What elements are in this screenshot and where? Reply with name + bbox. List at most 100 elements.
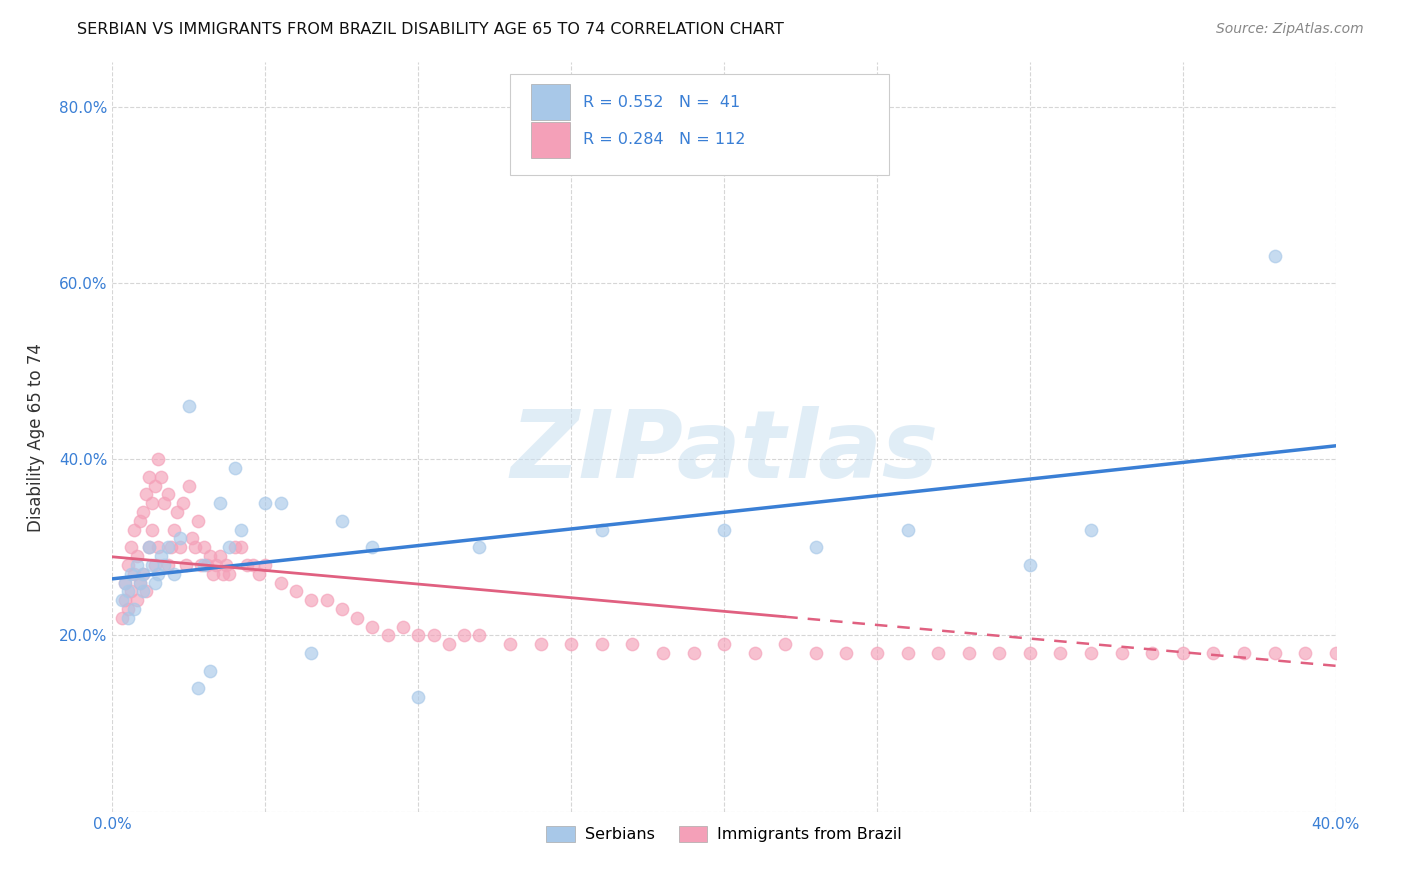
Point <box>143 558 166 572</box>
Point <box>1080 646 1102 660</box>
Point <box>468 541 491 555</box>
Point <box>713 523 735 537</box>
Bar <box>531 84 569 120</box>
Point <box>114 575 136 590</box>
Point <box>1264 646 1286 660</box>
Point <box>315 593 337 607</box>
Point <box>159 541 181 555</box>
Point <box>120 566 142 581</box>
Point <box>713 637 735 651</box>
Point <box>132 505 155 519</box>
Point <box>166 505 188 519</box>
Point <box>247 566 270 581</box>
Point <box>117 611 139 625</box>
Point <box>163 523 186 537</box>
Text: ZIPatlas: ZIPatlas <box>510 406 938 498</box>
Point <box>177 478 200 492</box>
Point <box>214 558 236 572</box>
Point <box>172 496 194 510</box>
Point <box>195 558 218 572</box>
Point <box>148 541 170 555</box>
Point <box>117 602 139 616</box>
Point <box>141 496 163 510</box>
Point <box>284 584 308 599</box>
Point <box>682 646 704 660</box>
Point <box>361 619 384 633</box>
Point <box>200 664 222 678</box>
Point <box>132 566 155 581</box>
Point <box>153 496 176 510</box>
Point <box>957 646 980 660</box>
Point <box>866 646 889 660</box>
Point <box>200 549 222 563</box>
Point <box>193 558 215 572</box>
Point <box>193 541 215 555</box>
Point <box>897 646 920 660</box>
Point <box>437 637 460 651</box>
Point <box>1294 646 1316 660</box>
Point <box>150 469 173 483</box>
Point <box>114 575 136 590</box>
Text: R = 0.552   N =  41: R = 0.552 N = 41 <box>583 95 741 110</box>
Point <box>408 690 430 705</box>
Point <box>150 549 173 563</box>
Point <box>218 541 240 555</box>
Text: Source: ZipAtlas.com: Source: ZipAtlas.com <box>1216 22 1364 37</box>
Point <box>143 478 166 492</box>
Point <box>125 593 148 607</box>
Point <box>408 628 430 642</box>
Point <box>468 628 491 642</box>
Point <box>120 541 142 555</box>
Point <box>138 469 160 483</box>
Point <box>1111 646 1133 660</box>
Point <box>138 541 160 555</box>
Point <box>299 646 322 660</box>
FancyBboxPatch shape <box>510 74 889 175</box>
Point <box>148 452 170 467</box>
Point <box>453 628 475 642</box>
Point <box>143 575 166 590</box>
Point <box>835 646 858 660</box>
Point <box>499 637 522 651</box>
Point <box>897 523 920 537</box>
Point <box>242 558 264 572</box>
Point <box>1080 523 1102 537</box>
Point <box>1018 558 1040 572</box>
Point <box>530 637 553 651</box>
Point <box>299 593 322 607</box>
Point <box>1049 646 1071 660</box>
Point <box>254 496 277 510</box>
Point <box>181 532 204 546</box>
Point <box>208 496 231 510</box>
Point <box>156 487 179 501</box>
Point <box>988 646 1011 660</box>
Point <box>120 584 142 599</box>
Point <box>122 566 145 581</box>
Point <box>153 558 176 572</box>
Point <box>129 514 152 528</box>
Point <box>652 646 675 660</box>
Point <box>1264 249 1286 263</box>
Point <box>125 549 148 563</box>
Point <box>591 523 613 537</box>
Point <box>163 566 186 581</box>
Point <box>132 566 155 581</box>
Point <box>804 541 827 555</box>
Point <box>111 611 134 625</box>
Point <box>392 619 415 633</box>
Point <box>1142 646 1164 660</box>
Point <box>141 523 163 537</box>
Point <box>224 541 246 555</box>
Point <box>330 602 353 616</box>
Text: SERBIAN VS IMMIGRANTS FROM BRAZIL DISABILITY AGE 65 TO 74 CORRELATION CHART: SERBIAN VS IMMIGRANTS FROM BRAZIL DISABI… <box>77 22 785 37</box>
Point <box>169 532 191 546</box>
Point <box>254 558 277 572</box>
Y-axis label: Disability Age 65 to 74: Disability Age 65 to 74 <box>27 343 45 532</box>
Point <box>218 566 240 581</box>
Point <box>187 514 209 528</box>
Point <box>114 593 136 607</box>
Point <box>156 541 179 555</box>
Point <box>346 611 368 625</box>
Point <box>560 637 582 651</box>
Point <box>117 558 139 572</box>
